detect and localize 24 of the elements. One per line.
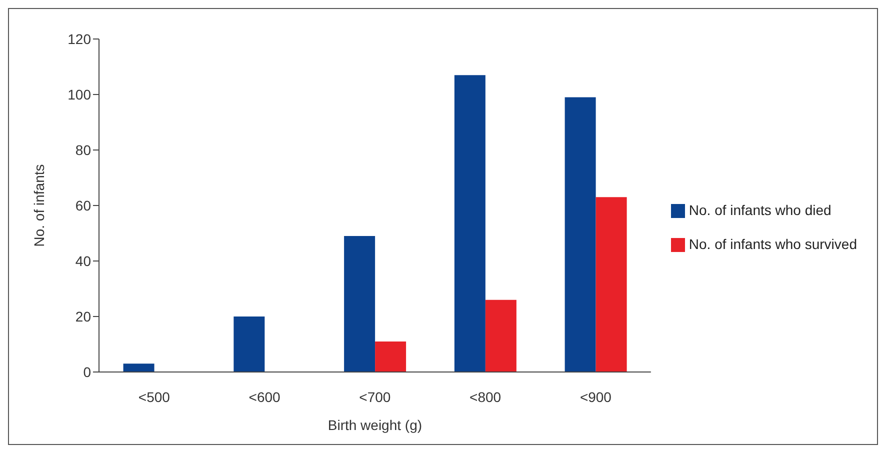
bar xyxy=(123,364,154,372)
x-tick-label: <500 xyxy=(138,388,170,405)
y-tick-label: 0 xyxy=(83,364,92,380)
y-tick-label: 20 xyxy=(75,308,92,324)
x-axis-title: Birth weight (g) xyxy=(328,417,422,433)
y-tick-label: 40 xyxy=(75,252,92,269)
bar xyxy=(454,75,486,372)
y-tick-label: 100 xyxy=(68,86,92,102)
y-tick-label: 120 xyxy=(68,30,92,47)
bar xyxy=(375,341,406,372)
y-axis-title: No. of infants xyxy=(30,164,47,247)
bar xyxy=(596,197,627,372)
legend-label: No. of infants who survived xyxy=(688,236,857,252)
y-tick-label: 80 xyxy=(75,142,92,158)
x-tick-label: <800 xyxy=(470,388,502,405)
bar xyxy=(234,316,265,372)
x-tick-label: <700 xyxy=(359,388,391,405)
x-tick-label: <600 xyxy=(248,388,281,405)
bar xyxy=(485,300,516,372)
bar xyxy=(344,236,376,372)
y-tick-label: 60 xyxy=(75,197,92,214)
bar xyxy=(564,97,596,372)
legend-label: No. of infants who died xyxy=(688,202,832,218)
x-tick-label: <900 xyxy=(580,388,612,405)
